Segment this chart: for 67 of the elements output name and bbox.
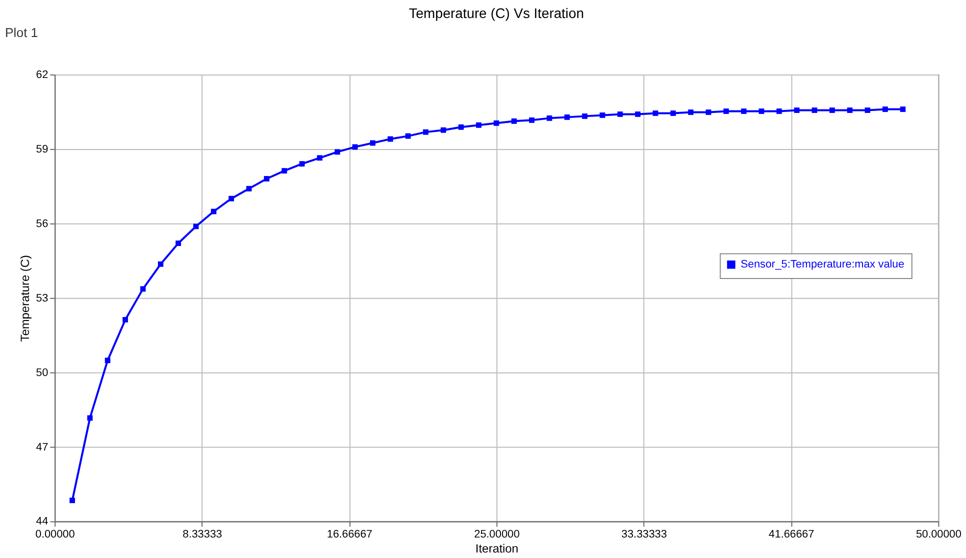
point xyxy=(794,108,800,113)
point xyxy=(706,110,712,115)
point xyxy=(264,176,270,182)
point xyxy=(458,124,464,130)
point xyxy=(228,196,234,202)
x-tick-label: 16.66667 xyxy=(326,528,372,541)
x-tick-label: 8.33333 xyxy=(182,528,222,541)
point xyxy=(388,136,394,142)
x-tick-label: 0.00000 xyxy=(35,528,75,541)
point xyxy=(282,168,288,174)
point xyxy=(582,113,588,119)
chart-title: Temperature (C) Vs Iteration xyxy=(408,4,584,21)
point xyxy=(210,208,216,214)
point xyxy=(900,106,906,112)
point xyxy=(652,110,658,116)
point xyxy=(882,106,888,112)
point xyxy=(776,108,782,114)
point xyxy=(140,286,146,292)
point xyxy=(87,415,93,421)
point xyxy=(246,186,252,192)
point xyxy=(176,240,182,246)
x-axis-title: Iteration xyxy=(475,542,518,556)
point xyxy=(70,498,75,504)
y-tick-label: 59 xyxy=(36,143,48,156)
point xyxy=(723,108,729,114)
point xyxy=(440,127,446,133)
y-tick-label: 56 xyxy=(36,218,48,230)
point xyxy=(476,122,482,128)
point xyxy=(688,110,694,115)
x-tick-label: 25.00000 xyxy=(474,528,520,541)
point xyxy=(600,112,606,118)
point xyxy=(529,117,534,123)
point xyxy=(741,108,747,114)
point xyxy=(511,118,517,124)
point xyxy=(370,140,376,146)
point xyxy=(546,115,552,121)
point xyxy=(758,108,764,114)
point xyxy=(864,108,870,113)
point xyxy=(494,120,500,126)
point xyxy=(104,358,110,364)
point xyxy=(352,144,358,150)
point xyxy=(617,111,623,117)
point xyxy=(564,114,570,120)
legend-label: Sensor_5:Temperature:max value xyxy=(740,258,904,271)
point xyxy=(812,108,818,113)
y-tick-label: 47 xyxy=(36,441,48,454)
point xyxy=(193,224,199,230)
point xyxy=(299,161,305,167)
y-tick-label: 62 xyxy=(36,68,48,81)
point xyxy=(405,133,411,139)
y-axis-title: Temperature (C) xyxy=(18,255,32,342)
y-tick-label: 44 xyxy=(36,516,48,528)
x-tick-label: 50.00000 xyxy=(916,528,962,541)
x-tick-label: 33.33333 xyxy=(621,528,667,541)
point xyxy=(829,108,835,113)
point xyxy=(316,155,322,161)
point xyxy=(334,149,340,155)
y-tick-label: 50 xyxy=(36,366,48,379)
y-tick-label: 53 xyxy=(36,292,48,304)
text: Plot 1 xyxy=(4,24,38,40)
point xyxy=(670,110,676,116)
point xyxy=(122,316,128,322)
point xyxy=(158,261,164,267)
point xyxy=(847,108,853,113)
point xyxy=(635,111,640,117)
x-tick-label: 41.66667 xyxy=(768,528,814,541)
point xyxy=(422,129,428,135)
